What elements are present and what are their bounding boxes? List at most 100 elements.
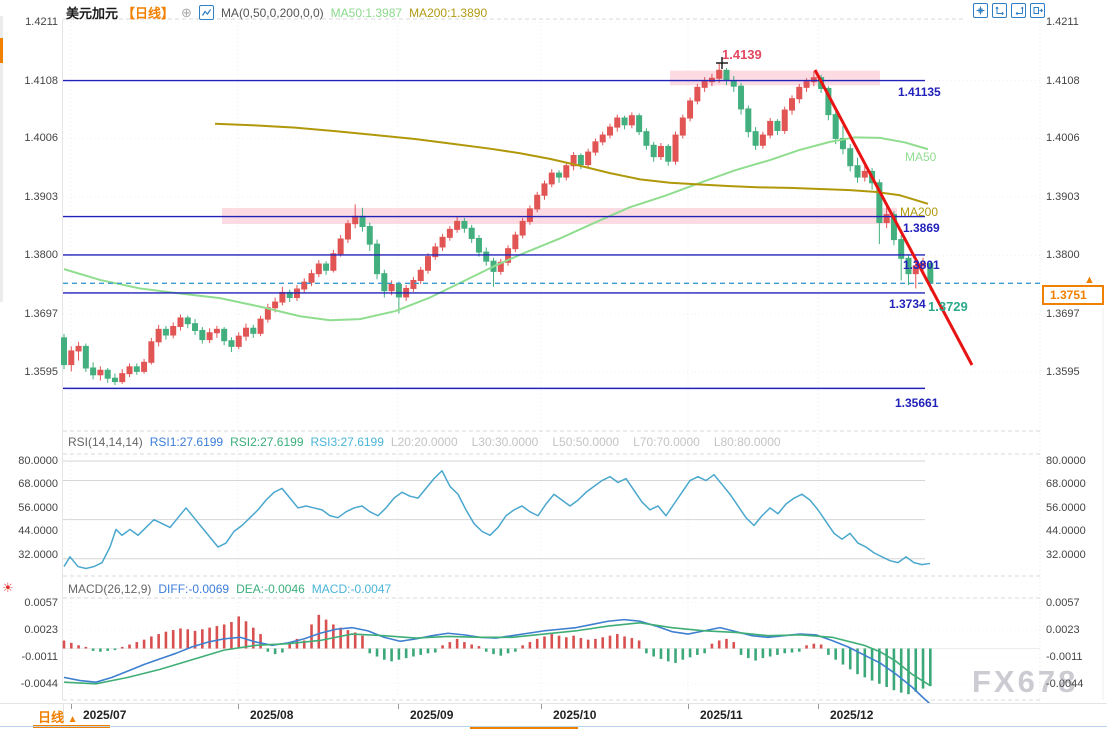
price-axis-label-right: 1.3903 bbox=[1046, 190, 1080, 203]
rsi-axis-label-right: 44.0000 bbox=[1046, 525, 1086, 538]
pane-shift-icon[interactable] bbox=[1030, 3, 1045, 18]
rsi-level-label: L20:20.0000 bbox=[390, 435, 458, 449]
axis-scale-left-icon[interactable] bbox=[992, 3, 1007, 18]
rsi-axis-label-left: 68.0000 bbox=[18, 478, 58, 491]
macd-axis-label-right: -0.0011 bbox=[1046, 651, 1083, 664]
price-axis-label-right: 1.4211 bbox=[1046, 16, 1079, 28]
macd-dea-value: DEA:-0.0046 bbox=[236, 582, 305, 596]
timeframe-dropdown-arrow-icon: ▲ bbox=[67, 714, 78, 725]
resistance-band-layer bbox=[222, 70, 897, 224]
price-axis-label-left: 1.3697 bbox=[24, 308, 58, 320]
price-axis-label-right: 1.4108 bbox=[1046, 74, 1080, 87]
price-axis-label-right: 1.4006 bbox=[1046, 132, 1080, 145]
ma200-tag-label: MA200 bbox=[900, 205, 939, 219]
h-scrollbar-thumb[interactable] bbox=[470, 727, 578, 729]
month-label: 2025/08 bbox=[250, 708, 294, 722]
support-resistance-lines bbox=[63, 79, 1040, 390]
line-price-label: 1.3801 bbox=[903, 258, 940, 272]
rsi-line bbox=[63, 470, 931, 570]
price-axis-label-right: 1.3800 bbox=[1046, 249, 1080, 262]
macd-diff-value: DIFF:-0.0069 bbox=[158, 582, 230, 596]
macd-axis-label-left: -0.0044 bbox=[20, 677, 58, 690]
month-tick bbox=[238, 704, 239, 709]
move-crosshair-icon[interactable] bbox=[973, 3, 988, 18]
grid-layer bbox=[62, 18, 1104, 701]
month-label: 2025/11 bbox=[700, 708, 743, 722]
macd-title: MACD(26,12,9) bbox=[68, 582, 152, 596]
price-axis-label-right: 1.3697 bbox=[1046, 308, 1080, 320]
price-axis-label-left: 1.3595 bbox=[24, 365, 58, 378]
symbol-title: 美元加元 bbox=[66, 6, 119, 21]
left-scroll-track[interactable] bbox=[0, 16, 3, 302]
macd-axis-label-left: 0.0023 bbox=[24, 624, 58, 637]
timeframe-button[interactable]: 日线 ▲ bbox=[38, 707, 78, 726]
rsi-axis-label-left: 44.0000 bbox=[18, 525, 58, 538]
rsi-grid bbox=[63, 460, 925, 560]
price-axis-label-left: 1.4211 bbox=[25, 16, 58, 28]
macd-axis-label-right: -0.0044 bbox=[1046, 677, 1084, 690]
indicator-chart-icon[interactable] bbox=[198, 5, 214, 20]
macd-axis-label-right: 0.0057 bbox=[1046, 596, 1080, 609]
rsi-axis-label-right: 32.0000 bbox=[1046, 548, 1086, 561]
macd-header: MACD(26,12,9) DIFF:-0.0069 DEA:-0.0046 M… bbox=[68, 582, 391, 596]
peak-cross-marker bbox=[716, 57, 728, 69]
rsi-axis-label-left: 32.0000 bbox=[18, 548, 58, 561]
macd-macd-value: MACD:-0.0047 bbox=[311, 582, 392, 596]
rsi1-value: RSI1:27.6199 bbox=[149, 435, 224, 449]
month-label: 2025/09 bbox=[410, 708, 454, 722]
price-axis-label-left: 1.3800 bbox=[24, 249, 58, 262]
rsi-level-label: L70:70.0000 bbox=[633, 435, 700, 449]
ma200-value-label: MA200:1.3890 bbox=[409, 5, 488, 20]
macd-histogram bbox=[62, 614, 932, 695]
timeframe-button-label: 日线 bbox=[38, 710, 65, 725]
month-tick bbox=[71, 704, 72, 709]
rsi-axis-label-left: 80.0000 bbox=[18, 455, 58, 467]
ma-settings-label: MA(0,50,0,200,0,0) bbox=[220, 5, 324, 20]
line-price-label: 1.35661 bbox=[895, 396, 939, 410]
left-scroll-thumb[interactable] bbox=[0, 38, 3, 63]
trend-line bbox=[813, 69, 974, 366]
month-label: 2025/10 bbox=[553, 708, 597, 722]
rsi-level-label: L50:50.0000 bbox=[552, 435, 620, 449]
rsi-axis-label-left: 56.0000 bbox=[18, 501, 58, 514]
rsi-header: RSI(14,14,14) RSI1:27.6199 RSI2:27.6199 … bbox=[68, 435, 781, 449]
chart-toolbar bbox=[973, 3, 1045, 18]
fx678-watermark: FX678 bbox=[972, 664, 1079, 699]
rsi-level-labels: L20:20.0000 L30:30.0000 L50:50.0000 L70:70.… bbox=[391, 435, 781, 449]
axis-scale-right-icon[interactable] bbox=[1011, 3, 1026, 18]
price-axis-label-left: 1.4006 bbox=[24, 132, 58, 145]
macd-axis-label-right: 0.0023 bbox=[1046, 624, 1080, 637]
rsi-level-label: L30:30.0000 bbox=[471, 435, 539, 449]
peak-price-label: 1.4139 bbox=[722, 47, 762, 62]
rsi2-value: RSI2:27.6199 bbox=[230, 435, 304, 449]
rsi-axis-label-right: 56.0000 bbox=[1046, 501, 1086, 514]
month-tick bbox=[398, 704, 399, 709]
price-axis-label-left: 1.4108 bbox=[24, 74, 58, 87]
rsi-axis-label-right: 80.0000 bbox=[1046, 455, 1086, 467]
ma50-tag-label: MA50 bbox=[905, 150, 937, 164]
last-price-box: 1.3751 bbox=[1042, 285, 1104, 306]
macd-dea-line bbox=[63, 622, 931, 687]
ma200-line bbox=[214, 122, 929, 205]
axis-bottom-rule bbox=[0, 726, 1107, 727]
ma50-line bbox=[63, 136, 929, 322]
timeframe-label: 【日线】 bbox=[122, 6, 175, 21]
indicator-price-label: 1.3729 bbox=[928, 299, 968, 314]
month-label: 2025/12 bbox=[830, 708, 874, 722]
rsi-title: RSI(14,14,14) bbox=[68, 435, 143, 449]
month-tick bbox=[688, 704, 689, 709]
month-label: 2025/07 bbox=[83, 708, 127, 722]
price-axis-label-right: 1.3595 bbox=[1046, 365, 1080, 378]
main-chart-header: 美元加元 【日线】 ⊕ MA(0,50,0,200,0,0) MA50:1.39… bbox=[66, 3, 487, 22]
live-alert-icon[interactable]: ☀ bbox=[2, 580, 14, 595]
candles-layer bbox=[61, 62, 934, 386]
rsi3-value: RSI3:27.6199 bbox=[310, 435, 384, 449]
rsi-axis-label-right: 68.0000 bbox=[1046, 478, 1086, 491]
month-tick bbox=[818, 704, 819, 709]
line-price-label: 1.3869 bbox=[903, 221, 940, 235]
add-indicator-icon[interactable]: ⊕ bbox=[181, 4, 192, 20]
time-axis-bar: 日线 ▲ 2025/07 2025/08 2025/09 2025/10 2025/11… bbox=[0, 703, 1107, 729]
price-axis-label-left: 1.3903 bbox=[24, 190, 58, 203]
